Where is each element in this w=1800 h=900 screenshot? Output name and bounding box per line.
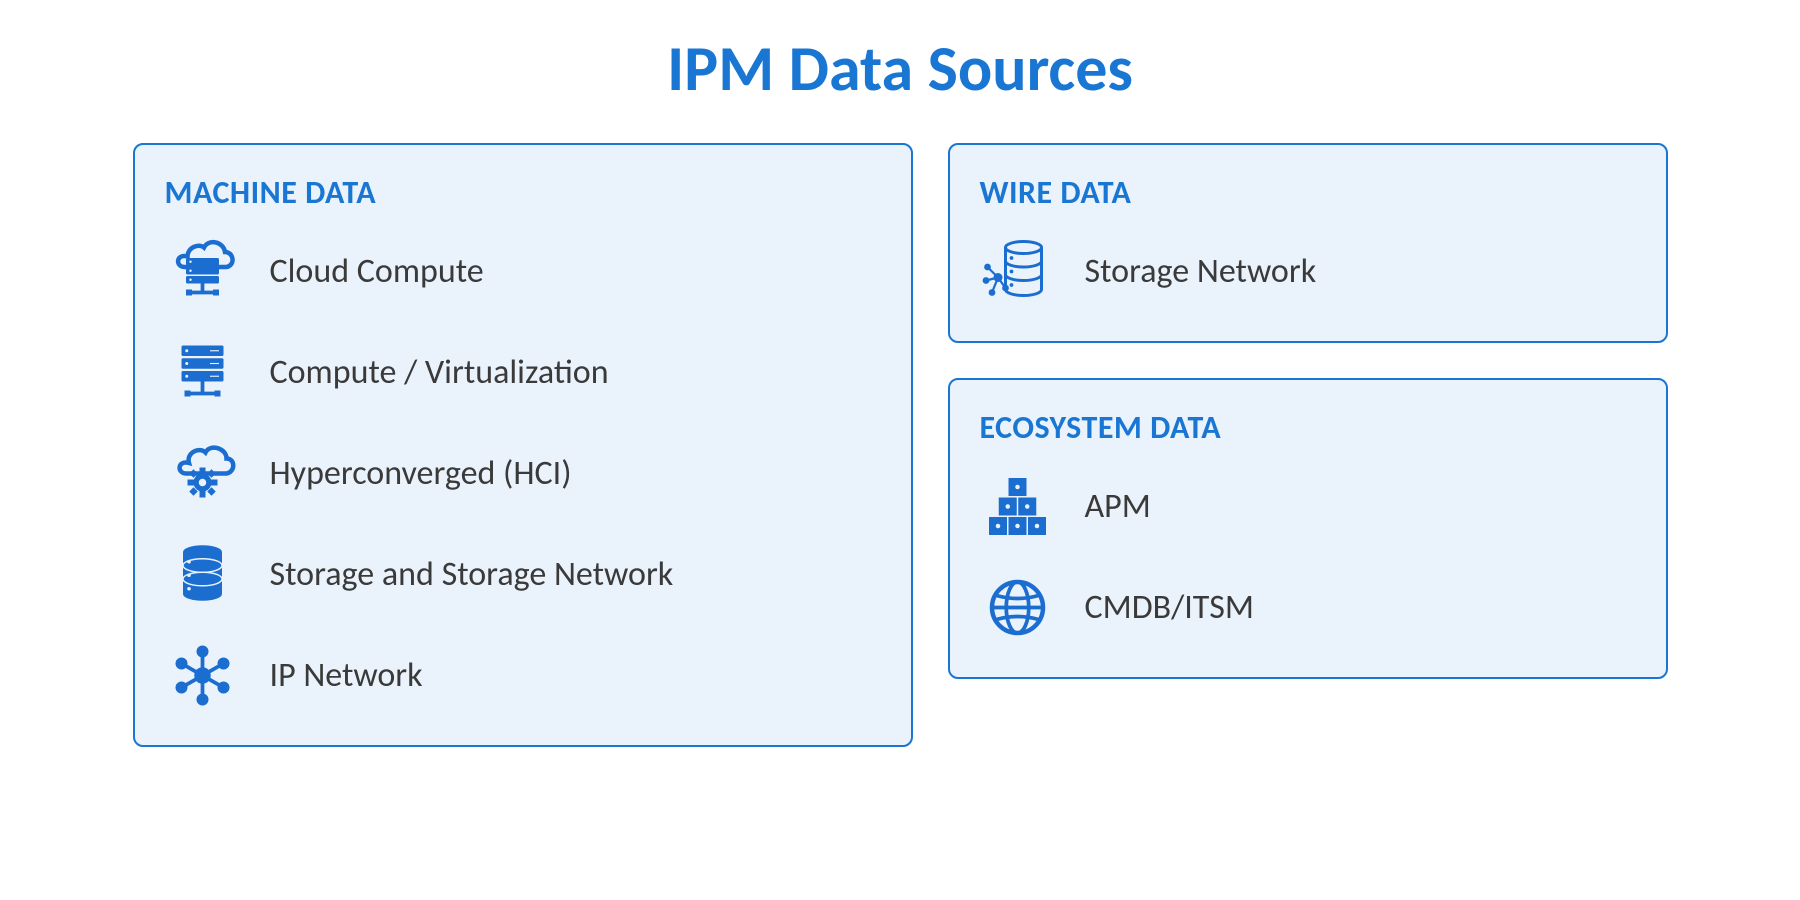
list-item: Storage Network	[980, 234, 1636, 309]
list-item: IP Network	[165, 638, 881, 713]
item-label: Hyperconverged (HCI)	[270, 453, 572, 494]
globe-icon	[980, 570, 1055, 645]
item-label: Storage and Storage Network	[270, 554, 674, 595]
item-label: CMDB/ITSM	[1085, 587, 1254, 628]
list-item: Hyperconverged (HCI)	[165, 436, 881, 511]
compute-virtualization-icon	[165, 335, 240, 410]
item-label: APM	[1085, 486, 1151, 527]
panel-title-wire: WIRE DATA	[980, 173, 1636, 212]
list-item: Storage and Storage Network	[165, 537, 881, 612]
item-label: Compute / Virtualization	[270, 352, 609, 393]
apm-blocks-icon	[980, 469, 1055, 544]
hyperconverged-icon	[165, 436, 240, 511]
storage-network-db-icon	[980, 234, 1055, 309]
ip-network-icon	[165, 638, 240, 713]
panel-wire-data: WIRE DATA	[948, 143, 1668, 343]
item-label: Cloud Compute	[270, 251, 484, 292]
page-title: IPM Data Sources	[667, 30, 1133, 108]
list-item: Compute / Virtualization	[165, 335, 881, 410]
right-column: WIRE DATA	[948, 143, 1668, 679]
panel-ecosystem-data: ECOSYSTEM DATA	[948, 378, 1668, 679]
item-label: IP Network	[270, 655, 423, 696]
cloud-compute-icon	[165, 234, 240, 309]
panel-machine-data: MACHINE DATA Cloud Compute	[133, 143, 913, 747]
list-item: CMDB/ITSM	[980, 570, 1636, 645]
panel-title-machine: MACHINE DATA	[165, 173, 881, 212]
item-label: Storage Network	[1085, 251, 1317, 292]
list-item: APM	[980, 469, 1636, 544]
storage-network-icon	[165, 537, 240, 612]
panel-title-ecosystem: ECOSYSTEM DATA	[980, 408, 1636, 447]
panels-grid: MACHINE DATA Cloud Compute	[133, 143, 1668, 747]
list-item: Cloud Compute	[165, 234, 881, 309]
